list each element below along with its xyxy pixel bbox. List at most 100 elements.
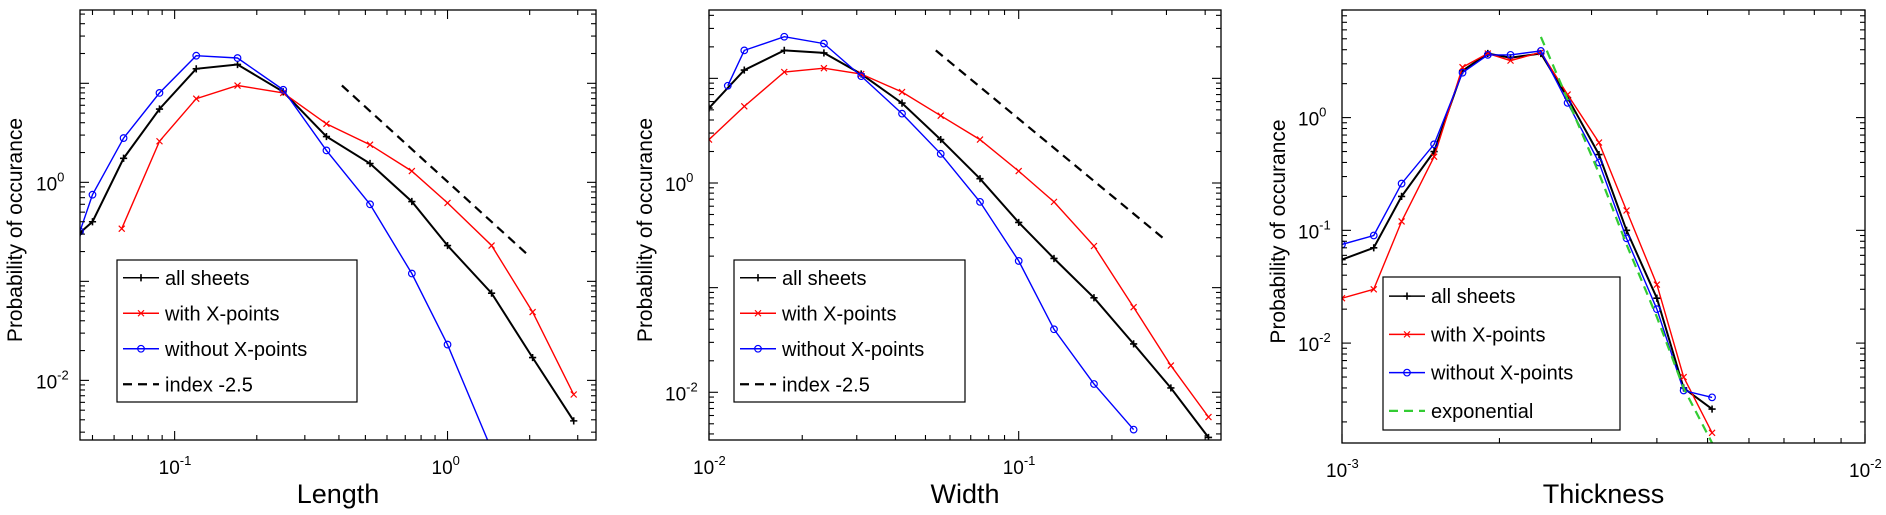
y-axis-title: Probability of occurance [4,118,27,342]
y-tick-label: 100 [665,170,693,196]
data-point [1090,294,1098,302]
data-point [322,132,331,141]
data-point [976,136,984,143]
legend-item: all sheets [1389,286,1516,308]
chart-panel-2: 10-2 10-1 10-2 100 Width Probability of occur… [634,9,1222,509]
data-point [366,141,374,149]
data-point [1708,393,1716,402]
data-point [233,60,242,69]
data-point [1090,380,1098,388]
data-point [80,227,84,236]
x-axis-title: Width [930,479,999,509]
data-point [937,112,945,120]
x-axis-title: Thickness [1543,479,1665,509]
y-tick-label: 10-1 [1298,217,1331,243]
data-point [976,197,984,206]
legend-box [116,259,358,403]
data-point [192,65,200,73]
data-point [408,167,416,175]
legend-label: with X-points [164,303,280,325]
data-point [1708,429,1716,437]
data-point [1623,207,1630,214]
legend-item: without X-points [123,339,307,361]
data-point [1370,285,1378,293]
y-axis-title: Probability of occurance [634,118,657,342]
y-tick-label: 10-2 [665,379,698,405]
data-point [754,274,762,282]
data-point [488,446,495,453]
data-point [857,72,866,81]
data-point [1050,325,1058,334]
legend-label: without X-points [1430,363,1573,385]
data-point [780,68,788,76]
data-point [529,353,537,362]
data-point [192,51,201,60]
series-line [1539,36,1714,443]
y-tick-label: 100 [1298,105,1326,131]
data-point [1507,57,1514,65]
series-line [935,49,1168,242]
data-point [192,95,200,103]
x-tick-label: 10-1 [1003,453,1036,479]
series-without-x-points [1342,47,1716,402]
data-point [1652,305,1661,314]
data-point [1397,192,1406,201]
legend-item: all sheets [123,268,250,290]
legend-item: with X-points [123,303,280,325]
data-point [1397,179,1406,188]
data-point [820,39,828,48]
legend-item: with X-points [1389,324,1546,346]
legend-label: all sheets [165,268,250,290]
chart-panel-1: 10-1 100 10-2 100 Length Probability of occur… [4,9,597,509]
x-axis-title: Length [297,479,380,509]
data-point [487,289,496,297]
legend: all sheets with X-points without X-points i… [733,259,966,403]
data-point [898,88,906,96]
data-point [1370,244,1378,252]
data-point [1403,330,1411,338]
data-point [88,218,97,226]
series-line [341,84,528,255]
data-point [137,344,145,353]
legend-item: index -2.5 [123,374,253,396]
legend-item: with X-points [740,303,897,325]
plot-frame [79,9,597,441]
data-point [1506,50,1515,59]
series-line [709,49,1210,439]
data-point [1130,303,1138,311]
data-point [976,175,984,183]
data-point [820,64,828,72]
data-point [1342,240,1346,249]
data-point [1595,158,1603,167]
data-point [88,190,97,199]
series-line [727,35,1135,431]
data-point [407,269,416,278]
legend-label: exponential [1431,401,1533,423]
data-point [80,229,84,237]
data-point [156,137,163,145]
x-tick-label: 10-1 [159,453,192,479]
chart-panel-3: 10-3 10-2 10-2 10-1 100 Thickness Probability … [1267,9,1882,509]
data-point [1130,340,1138,348]
legend-item: without X-points [1389,363,1573,385]
data-point [1653,281,1661,289]
data-point [1342,294,1346,302]
series-with-x-points [709,64,1212,421]
y-tick-label: 10-2 [1298,330,1331,356]
x-tick-label: 100 [432,453,460,479]
data-point [937,135,945,144]
data-point [1167,384,1175,392]
data-point [488,242,495,249]
data-point [1129,425,1138,434]
data-point [529,308,537,316]
data-point [780,32,789,41]
series-exponential [1539,36,1714,443]
y-tick-label: 100 [36,169,64,195]
data-point [137,274,145,282]
data-point [709,104,713,112]
data-point [898,99,906,107]
data-point [1680,373,1688,381]
series-line [1342,51,1713,434]
series-line [121,84,575,395]
series-index-2-5 [341,84,528,255]
